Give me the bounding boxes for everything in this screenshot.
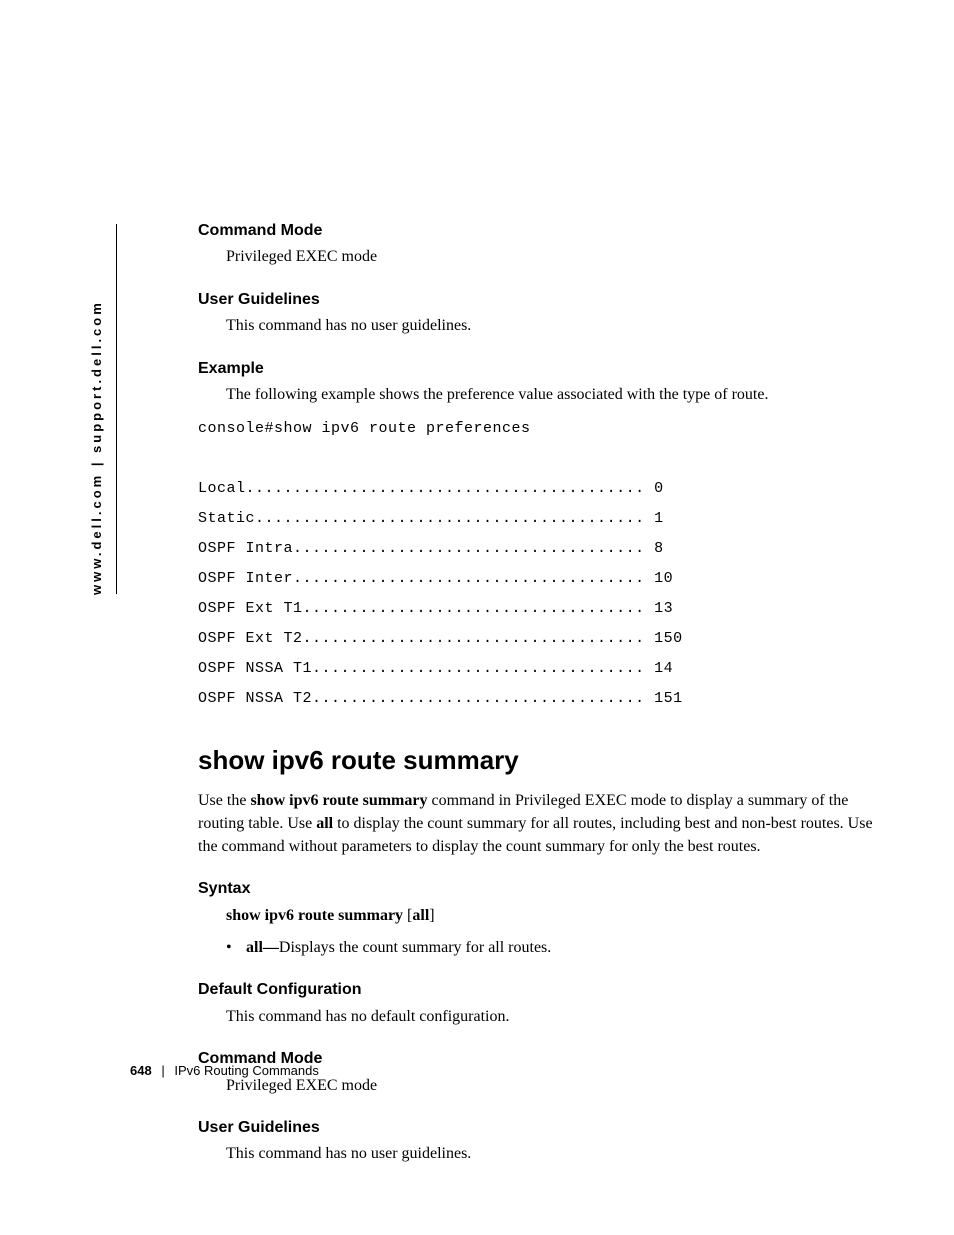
heading-user-guidelines-1: User Guidelines bbox=[198, 289, 878, 311]
syntax-all: all bbox=[412, 907, 429, 924]
page-number: 648 bbox=[130, 1063, 152, 1078]
body-user-guidelines-1: This command has no user guidelines. bbox=[226, 315, 878, 337]
body-command-mode-2: Privileged EXEC mode bbox=[226, 1075, 878, 1097]
bullet-desc: Displays the count summary for all route… bbox=[279, 939, 551, 956]
intro-paragraph: Use the show ipv6 route summary command … bbox=[198, 789, 878, 859]
vertical-divider bbox=[116, 224, 117, 594]
syntax-opt-close: ] bbox=[429, 907, 434, 924]
intro-pre: Use the bbox=[198, 792, 250, 809]
body-example: The following example shows the preferen… bbox=[226, 384, 878, 406]
bullet-icon: • bbox=[226, 937, 246, 959]
page-content: Command Mode Privileged EXEC mode User G… bbox=[198, 220, 878, 1166]
heading-command-mode-1: Command Mode bbox=[198, 220, 878, 242]
footer-title: IPv6 Routing Commands bbox=[174, 1063, 319, 1078]
syntax-opt-open: [ bbox=[403, 907, 412, 924]
bullet-term: all— bbox=[246, 939, 279, 956]
body-command-mode-1: Privileged EXEC mode bbox=[226, 246, 878, 268]
bullet-text: all—Displays the count summary for all r… bbox=[246, 937, 551, 959]
heading-syntax: Syntax bbox=[198, 878, 878, 900]
page-footer: 648 | IPv6 Routing Commands bbox=[130, 1062, 319, 1080]
code-output: console#show ipv6 route preferences Loca… bbox=[198, 414, 878, 714]
heading-default-configuration: Default Configuration bbox=[198, 979, 878, 1001]
footer-separator: | bbox=[161, 1063, 164, 1078]
body-default-configuration: This command has no default configuratio… bbox=[226, 1006, 878, 1028]
heading-example: Example bbox=[198, 358, 878, 380]
syntax-usage: show ipv6 route summary [all] bbox=[226, 905, 878, 927]
heading-show-ipv6-route-summary: show ipv6 route summary bbox=[198, 742, 878, 778]
heading-user-guidelines-2: User Guidelines bbox=[198, 1117, 878, 1139]
side-url-text: www.dell.com | support.dell.com bbox=[88, 300, 106, 595]
syntax-cmd: show ipv6 route summary bbox=[226, 907, 403, 924]
intro-all: all bbox=[316, 815, 333, 832]
intro-cmd: show ipv6 route summary bbox=[250, 792, 427, 809]
body-user-guidelines-2: This command has no user guidelines. bbox=[226, 1143, 878, 1165]
syntax-bullet: • all—Displays the count summary for all… bbox=[226, 937, 878, 959]
